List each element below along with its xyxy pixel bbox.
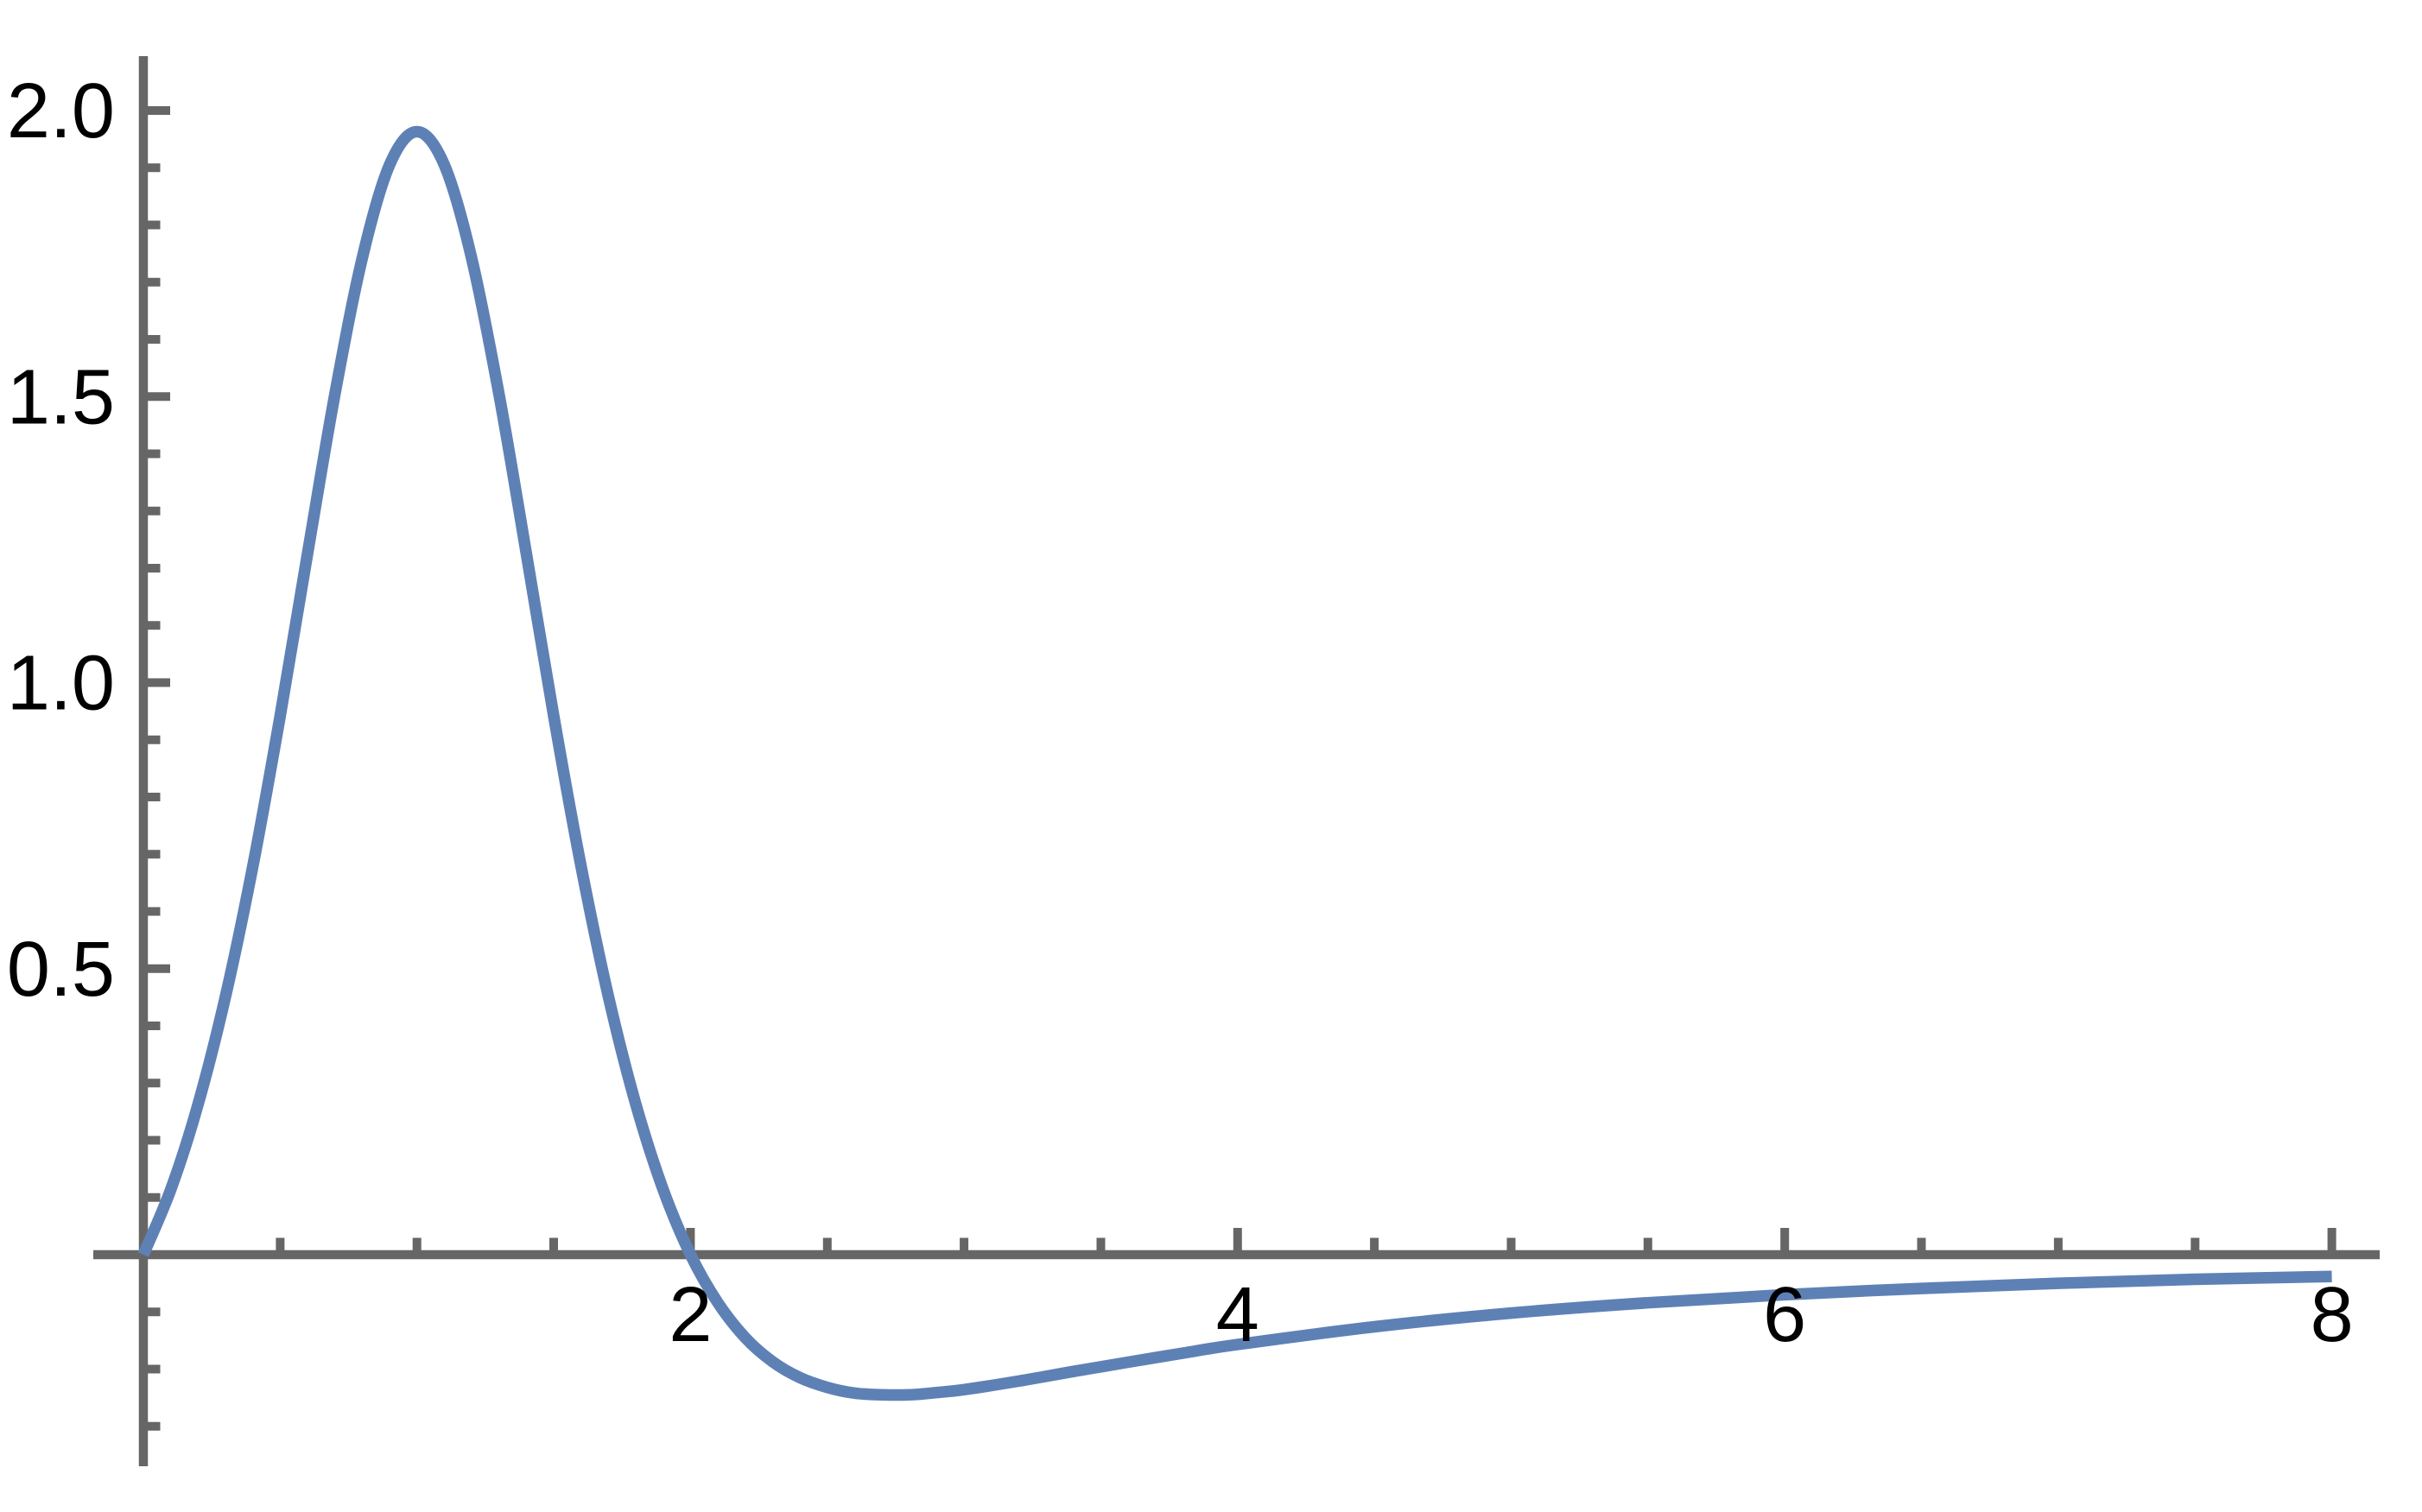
tick-labels-group: 2 4 6 8 0.5 1.0 1.5 2.0 (7, 68, 2354, 1358)
x-tick-label: 6 (1763, 1272, 1806, 1358)
y-tick-label: 1.0 (7, 641, 115, 727)
x-tick-label: 2 (669, 1272, 712, 1358)
x-tick-label: 8 (2311, 1272, 2354, 1358)
y-tick-label: 1.5 (7, 354, 115, 440)
curve-group (137, 125, 2332, 1401)
y-tick-label: 2.0 (7, 68, 115, 155)
x-tick-label: 4 (1216, 1272, 1259, 1358)
ticks-group (143, 106, 2336, 1431)
axes-group (93, 56, 2380, 1466)
series-line (137, 125, 2332, 1401)
y-tick-label: 0.5 (7, 927, 115, 1013)
